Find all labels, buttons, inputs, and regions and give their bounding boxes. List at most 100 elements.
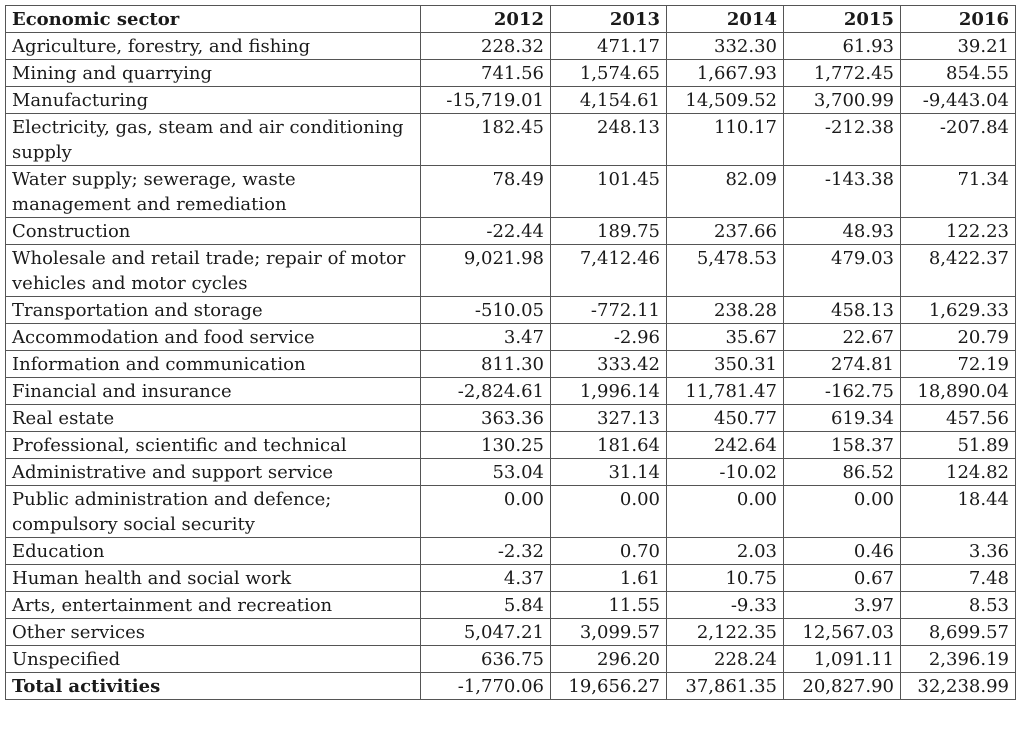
value-cell: 238.28	[666, 296, 784, 324]
table-body: Agriculture, forestry, and fishing 228.32…	[5, 32, 1016, 700]
total-value-cell: -1,770.06	[420, 672, 551, 700]
value-cell: 296.20	[550, 645, 667, 673]
table-row: Professional, scientific and technical 13…	[5, 431, 1016, 459]
table-row: Human health and social work 4.37 1.61 10.7…	[5, 564, 1016, 592]
value-cell: 189.75	[550, 217, 667, 245]
value-cell: 237.66	[666, 217, 784, 245]
header-row: Economic sector 2012 2013 2014 2015 2016	[5, 5, 1016, 33]
sector-label: Information and communication	[5, 350, 421, 378]
value-cell: 3.36	[900, 537, 1016, 565]
value-cell: 53.04	[420, 458, 551, 486]
header-cell: 2015	[783, 5, 901, 33]
value-cell: 12,567.03	[783, 618, 901, 646]
value-cell: 3,099.57	[550, 618, 667, 646]
value-cell: 0.46	[783, 537, 901, 565]
value-cell: -207.84	[900, 113, 1016, 166]
table-row: Wholesale and retail trade; repair of mo…	[5, 244, 1016, 297]
value-cell: 18,890.04	[900, 377, 1016, 405]
sector-label: Real estate	[5, 404, 421, 432]
value-cell: -9.33	[666, 591, 784, 619]
table-row: Arts, entertainment and recreation 5.84 11…	[5, 591, 1016, 619]
value-cell: 0.00	[420, 485, 551, 538]
value-cell: 1,091.11	[783, 645, 901, 673]
value-cell: 1,574.65	[550, 59, 667, 87]
value-cell: 228.24	[666, 645, 784, 673]
table-row: Accommodation and food service 3.47 -2.96 3…	[5, 323, 1016, 351]
value-cell: -22.44	[420, 217, 551, 245]
value-cell: 854.55	[900, 59, 1016, 87]
value-cell: 181.64	[550, 431, 667, 459]
value-cell: 619.34	[783, 404, 901, 432]
total-value-cell: 20,827.90	[783, 672, 901, 700]
table-row: Unspecified 636.75 296.20 228.24 1,091.11 2,3…	[5, 645, 1016, 673]
value-cell: 3.97	[783, 591, 901, 619]
value-cell: 86.52	[783, 458, 901, 486]
value-cell: 458.13	[783, 296, 901, 324]
value-cell: 0.70	[550, 537, 667, 565]
value-cell: -2.96	[550, 323, 667, 351]
value-cell: -212.38	[783, 113, 901, 166]
sector-label: Mining and quarrying	[5, 59, 421, 87]
value-cell: 158.37	[783, 431, 901, 459]
value-cell: 122.23	[900, 217, 1016, 245]
value-cell: 1,772.45	[783, 59, 901, 87]
header-cell: 2014	[666, 5, 784, 33]
value-cell: 130.25	[420, 431, 551, 459]
value-cell: 479.03	[783, 244, 901, 297]
value-cell: 11,781.47	[666, 377, 784, 405]
total-value-cell: 19,656.27	[550, 672, 667, 700]
value-cell: 363.36	[420, 404, 551, 432]
sector-label: Unspecified	[5, 645, 421, 673]
sector-label: Manufacturing	[5, 86, 421, 114]
total-label: Total activities	[5, 672, 421, 700]
header-cell: 2013	[550, 5, 667, 33]
table-row: Information and communication 811.30 333.4…	[5, 350, 1016, 378]
value-cell: 20.79	[900, 323, 1016, 351]
value-cell: 1,667.93	[666, 59, 784, 87]
value-cell: -143.38	[783, 165, 901, 218]
table-row: Public administration and defence; compu…	[5, 485, 1016, 538]
total-value-cell: 32,238.99	[900, 672, 1016, 700]
sector-label: Construction	[5, 217, 421, 245]
sector-label: Other services	[5, 618, 421, 646]
sector-label: Financial and insurance	[5, 377, 421, 405]
table-row: Agriculture, forestry, and fishing 228.32…	[5, 32, 1016, 60]
value-cell: 333.42	[550, 350, 667, 378]
value-cell: 7,412.46	[550, 244, 667, 297]
value-cell: 182.45	[420, 113, 551, 166]
value-cell: 4.37	[420, 564, 551, 592]
sector-label: Human health and social work	[5, 564, 421, 592]
value-cell: 11.55	[550, 591, 667, 619]
value-cell: 450.77	[666, 404, 784, 432]
value-cell: 110.17	[666, 113, 784, 166]
value-cell: 18.44	[900, 485, 1016, 538]
value-cell: 35.67	[666, 323, 784, 351]
value-cell: 7.48	[900, 564, 1016, 592]
value-cell: 457.56	[900, 404, 1016, 432]
value-cell: 741.56	[420, 59, 551, 87]
value-cell: 71.34	[900, 165, 1016, 218]
value-cell: 350.31	[666, 350, 784, 378]
sector-label: Agriculture, forestry, and fishing	[5, 32, 421, 60]
value-cell: 0.67	[783, 564, 901, 592]
sector-label: Accommodation and food service	[5, 323, 421, 351]
table-row: Construction -22.44 189.75 237.66 48.93 122.2…	[5, 217, 1016, 245]
value-cell: 31.14	[550, 458, 667, 486]
header-cell: Economic sector	[5, 5, 421, 33]
value-cell: 1.61	[550, 564, 667, 592]
value-cell: 9,021.98	[420, 244, 551, 297]
value-cell: 72.19	[900, 350, 1016, 378]
value-cell: 327.13	[550, 404, 667, 432]
economic-sector-table: Economic sector 2012 2013 2014 2015 2016…	[5, 5, 1016, 700]
value-cell: 2,122.35	[666, 618, 784, 646]
value-cell: -15,719.01	[420, 86, 551, 114]
table-row: Administrative and support service 53.04 3…	[5, 458, 1016, 486]
value-cell: -10.02	[666, 458, 784, 486]
value-cell: 0.00	[666, 485, 784, 538]
value-cell: 0.00	[783, 485, 901, 538]
value-cell: -9,443.04	[900, 86, 1016, 114]
sector-label: Administrative and support service	[5, 458, 421, 486]
value-cell: 248.13	[550, 113, 667, 166]
value-cell: -162.75	[783, 377, 901, 405]
sector-label: Water supply; sewerage, waste management…	[5, 165, 421, 218]
